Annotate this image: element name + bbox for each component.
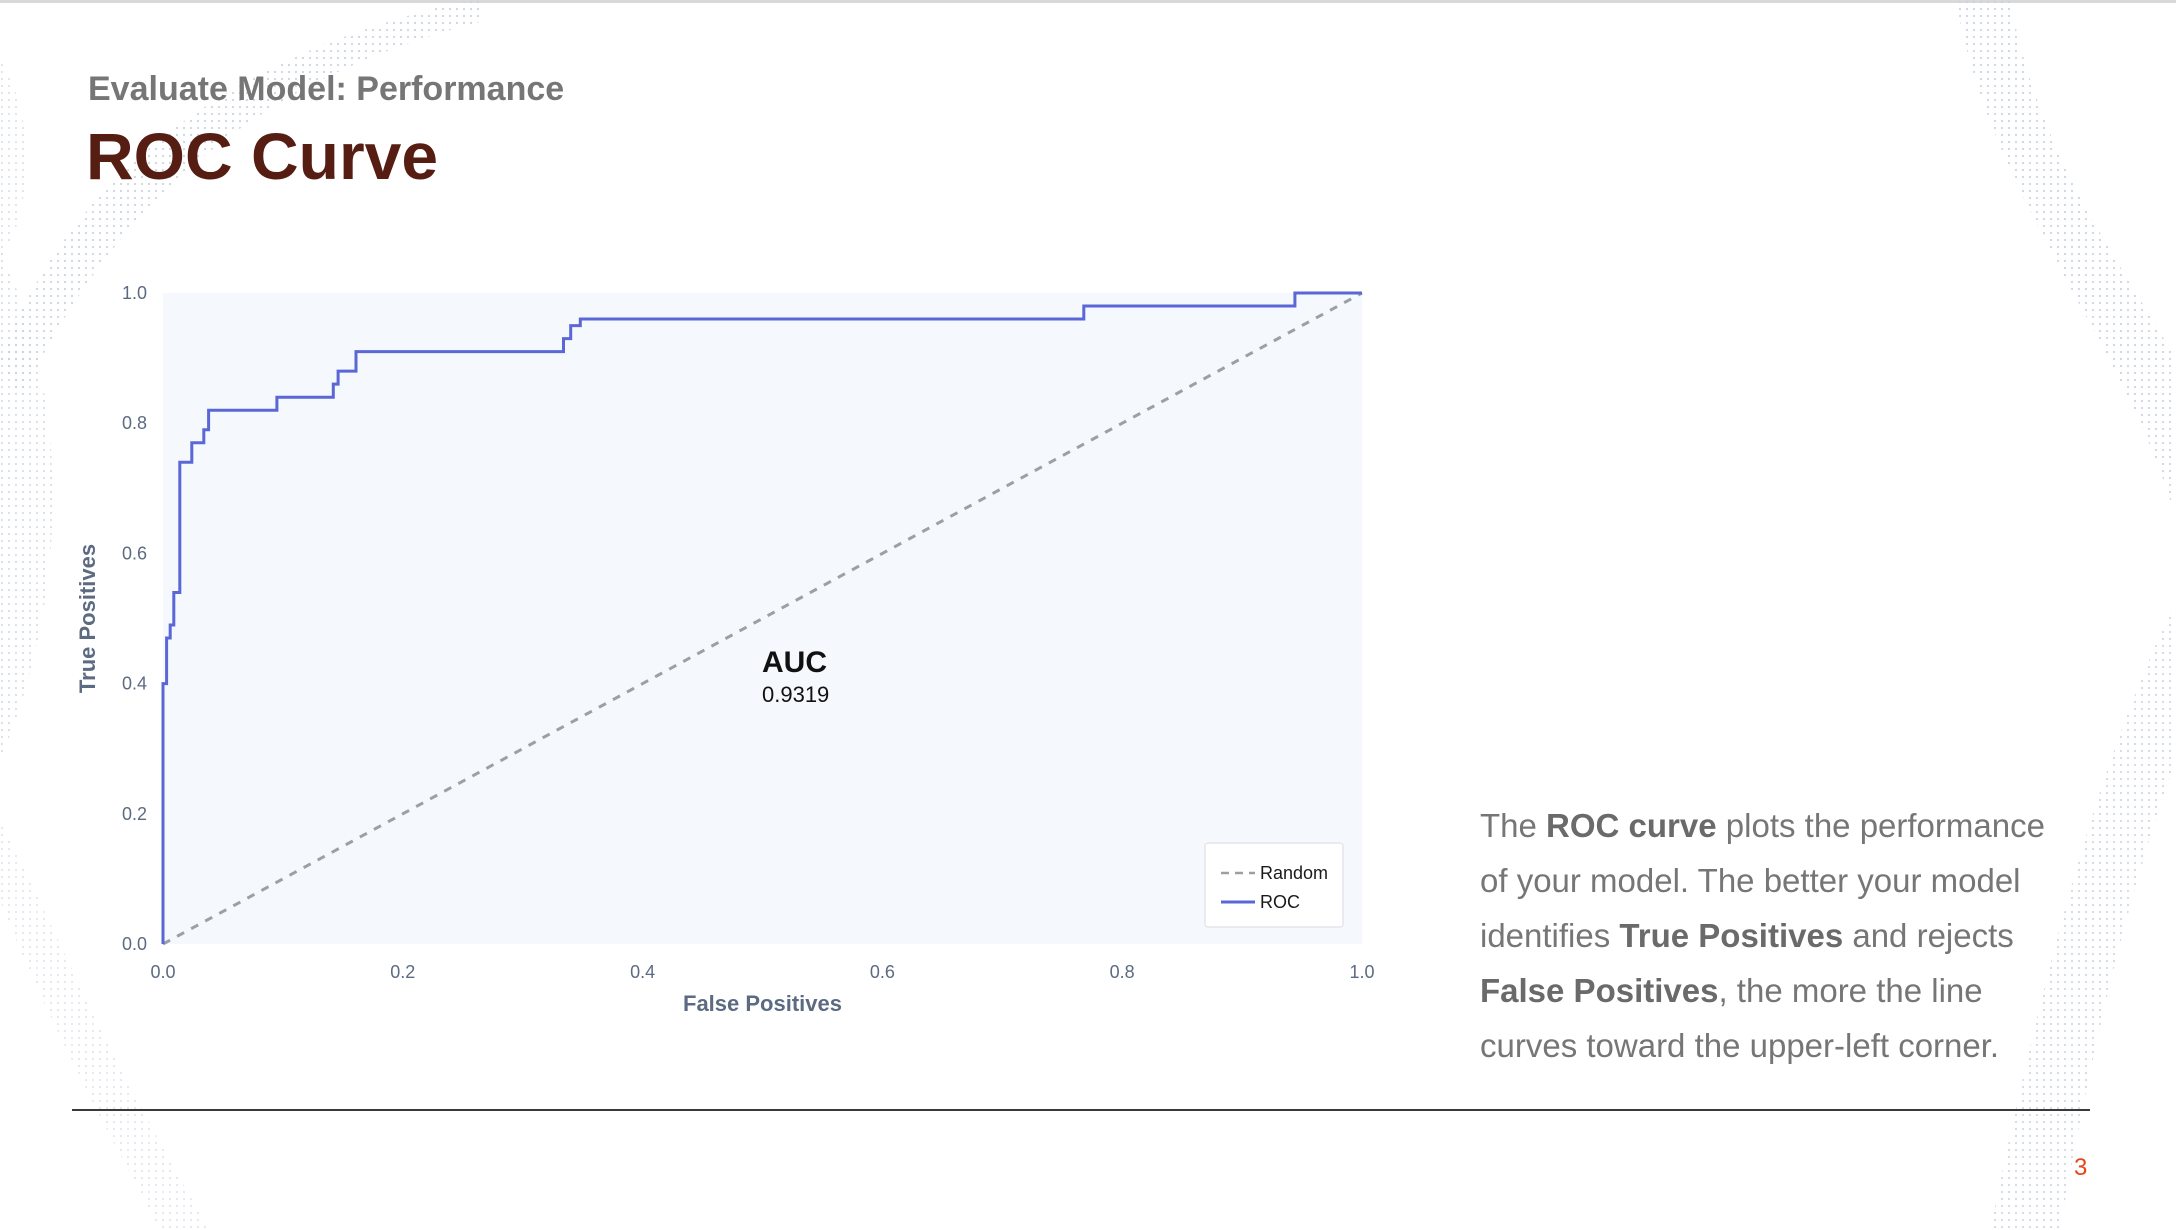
y-axis-ticks: 0.0 0.2 0.4 0.6 0.8 1.0: [122, 283, 147, 954]
y-tick-label: 1.0: [122, 283, 147, 303]
desc-text-4: , the more the line curves toward the up…: [1480, 972, 2000, 1064]
x-tick-label: 0.0: [150, 962, 175, 982]
x-tick-label: 0.4: [630, 962, 655, 982]
desc-text-3: and rejects: [1843, 917, 2014, 954]
y-tick-label: 0.0: [122, 934, 147, 954]
auc-label: AUC: [762, 646, 827, 679]
x-tick-label: 0.6: [870, 962, 895, 982]
random-baseline-line: [162, 291, 1363, 946]
x-tick-label: 1.0: [1349, 962, 1374, 982]
desc-bold-true-positives: True Positives: [1619, 917, 1844, 954]
desc-text-2: plots the performance of your model. The…: [1480, 807, 2045, 954]
desc-bold-false-positives: False Positives: [1480, 972, 1719, 1009]
legend-random-label: Random: [1260, 863, 1328, 883]
description-text: The ROC curve plots the performance of y…: [1480, 798, 2080, 1073]
legend: Random ROC: [1204, 842, 1344, 928]
y-tick-label: 0.2: [122, 804, 147, 824]
roc-curve-line: [161, 291, 1362, 944]
desc-text-1: The: [1480, 807, 1547, 844]
top-border: [0, 0, 2176, 3]
slide-title: ROC Curve: [86, 119, 439, 193]
y-tick-label: 0.4: [122, 674, 147, 694]
x-axis-ticks: 0.0 0.2 0.4 0.6 0.8 1.0: [150, 962, 1374, 982]
desc-bold-roc-curve: ROC curve: [1546, 807, 1717, 844]
y-tick-label: 0.8: [122, 413, 147, 433]
slide-subtitle: Evaluate Model: Performance: [88, 70, 565, 108]
footer-divider: [72, 1109, 2090, 1111]
series-layer: [161, 291, 1363, 946]
y-axis-title: True Positives: [75, 544, 100, 693]
x-tick-label: 0.2: [390, 962, 415, 982]
x-axis-title: False Positives: [683, 991, 842, 1016]
legend-box: [1204, 842, 1344, 928]
x-tick-label: 0.8: [1110, 962, 1135, 982]
auc-value: 0.9319: [762, 682, 830, 707]
y-tick-label: 0.6: [122, 543, 147, 563]
page-number: 3: [2074, 1154, 2088, 1181]
legend-roc-label: ROC: [1260, 892, 1300, 912]
